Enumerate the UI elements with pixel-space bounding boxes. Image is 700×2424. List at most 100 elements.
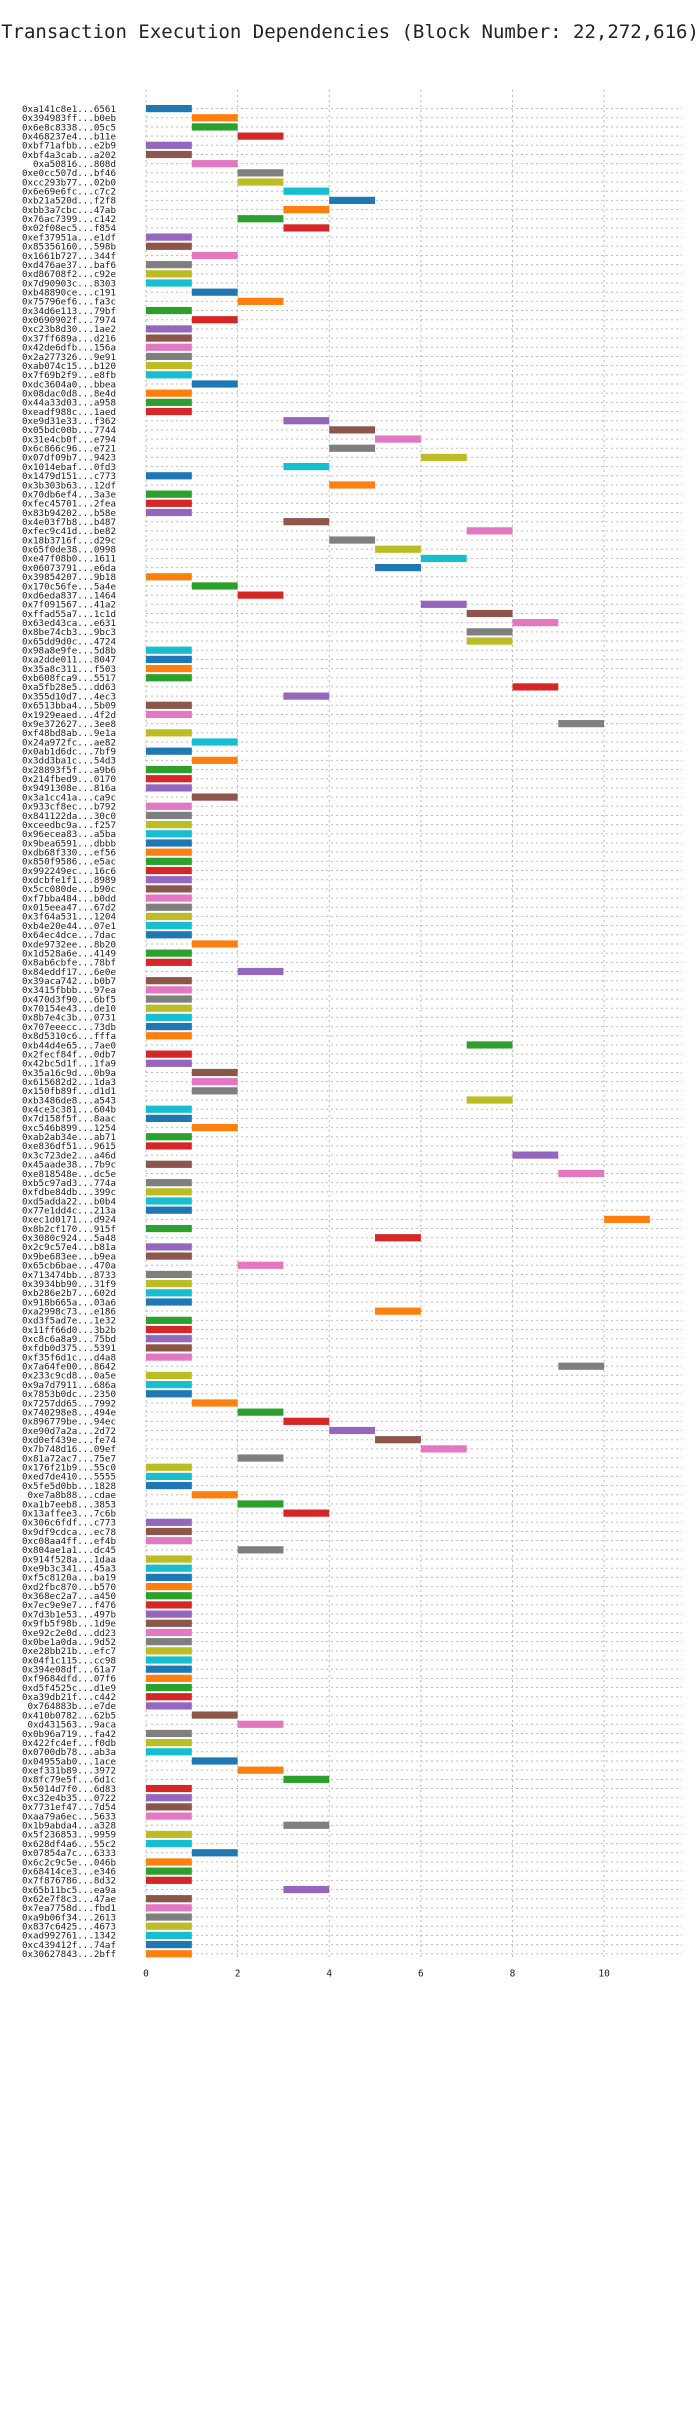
y-tick-label: 0x1661b727...344f <box>22 251 116 262</box>
bar <box>420 453 467 462</box>
bar <box>420 1445 467 1453</box>
y-tick-label: 0x933cf8ec...b792 <box>22 802 116 813</box>
bar <box>146 1794 192 1802</box>
bar <box>237 169 284 177</box>
y-tick-label: 0x37ff689a...d216 <box>22 333 116 344</box>
y-tick-label: 0x98a8e9fe...5d8b <box>22 646 116 657</box>
bar <box>283 417 330 425</box>
bar <box>558 1169 605 1178</box>
bar <box>146 876 192 884</box>
y-tick-label: 0x6e69e6fc...c7c2 <box>22 187 116 198</box>
y-tick-label: 0x5f236853...9959 <box>22 1830 116 1841</box>
y-tick-label: 0x3080c924...5a48 <box>22 1233 116 1244</box>
bar <box>146 1105 192 1113</box>
y-tick-label: 0xc8c6a8a9...75bd <box>22 1334 116 1345</box>
bar <box>237 297 284 305</box>
bar <box>237 1546 284 1554</box>
bar <box>146 894 192 902</box>
bar <box>283 1821 330 1829</box>
bar <box>283 1775 330 1783</box>
y-tick-label: 0x0ab1d6dc...7bf9 <box>22 746 116 757</box>
y-tick-label: 0xa2dde011...8047 <box>22 655 116 666</box>
bar <box>146 710 192 719</box>
y-tick-label: 0x841122da...30c0 <box>22 811 116 822</box>
y-tick-label: 0x65f0de38...0998 <box>22 545 116 556</box>
bar <box>191 1399 238 1407</box>
bar <box>146 1573 192 1581</box>
y-tick-label: 0x470d3f90...6bf5 <box>22 994 116 1005</box>
bar <box>191 1087 238 1095</box>
bar <box>146 472 192 480</box>
y-tick-label: 0x5fe5d0bb...1828 <box>22 1481 116 1492</box>
y-tick-label: 0x30627843...2bff <box>22 1949 116 1960</box>
y-tick-label: 0xc23b8d30...1ae2 <box>22 324 116 335</box>
bar <box>146 674 192 682</box>
bar <box>146 1592 192 1600</box>
bar <box>191 582 238 590</box>
bar <box>146 1748 192 1756</box>
bar <box>375 1436 421 1444</box>
y-tick-label: 0x3a1cc41a...ca9c <box>22 792 116 803</box>
y-tick-label: 0x62e7f8c3...47ae <box>22 1894 116 1905</box>
bar <box>146 1922 192 1930</box>
y-tick-label: 0xd476ae37...baf6 <box>22 260 116 271</box>
y-tick-label: 0xe47f08b0...1611 <box>22 554 116 565</box>
bar <box>146 1619 192 1627</box>
y-tick-label: 0x6513bba4...5b09 <box>22 701 116 712</box>
bar <box>237 1766 284 1774</box>
y-tick-label: 0xf5c8120a...ba19 <box>22 1573 116 1584</box>
y-tick-label: 0x7d3b1e53...497b <box>22 1609 116 1620</box>
y-tick-label: 0xa1b7eeb8...3853 <box>22 1499 116 1510</box>
bar <box>146 1840 192 1848</box>
bar <box>329 444 376 452</box>
y-tick-label: 0xaa79a6ec...5633 <box>22 1811 116 1822</box>
bar <box>146 1463 192 1471</box>
y-tick-label: 0xd3f5ad7e...1e32 <box>22 1316 116 1327</box>
y-tick-label: 0xb48890ce...c191 <box>22 287 116 298</box>
x-tick-label: 10 <box>598 1968 610 1979</box>
y-tick-label: 0x3dd3ba1c...54d3 <box>22 756 116 767</box>
y-tick-label: 0xcc293b77...02b0 <box>22 177 116 188</box>
y-tick-label: 0x7f091567...41a2 <box>22 600 116 611</box>
y-tick-label: 0xc439412f...74af <box>22 1940 116 1951</box>
y-tick-label: 0x7d90903c...8303 <box>22 278 116 289</box>
y-tick-label: 0x7f69b2f9...e8fb <box>22 370 116 381</box>
y-tick-label: 0x39854207...9b18 <box>22 572 116 583</box>
y-tick-label: 0x96ecea83...a5ba <box>22 829 116 840</box>
y-tick-label: 0xe90d7a2a...2d72 <box>22 1426 116 1437</box>
bar <box>146 334 192 342</box>
bar <box>237 967 284 976</box>
y-tick-label: 0xd6eda837...1464 <box>22 590 117 601</box>
bar <box>146 1325 192 1334</box>
bar <box>329 1426 376 1435</box>
bar <box>146 1371 192 1380</box>
y-tick-label: 0xeadf988c...1aed <box>22 407 116 418</box>
bar <box>375 1307 421 1315</box>
bar <box>329 536 376 544</box>
x-tick-label: 2 <box>235 1968 241 1979</box>
bar <box>146 1472 192 1481</box>
y-tick-label: 0xe818548e...dc5e <box>22 1169 116 1180</box>
y-tick-label: 0x3934bb90...31f9 <box>22 1279 116 1290</box>
bar <box>191 793 238 801</box>
bar <box>283 205 330 214</box>
y-tick-label: 0x7b748d16...09ef <box>22 1444 116 1455</box>
bar <box>146 398 192 406</box>
y-tick-label: 0x170c56fe...5a4e <box>22 581 116 592</box>
y-tick-label: 0xb3486de8...a543 <box>22 1095 116 1106</box>
bar <box>146 499 192 507</box>
bar <box>237 1261 284 1269</box>
bar <box>146 1537 192 1545</box>
bar <box>146 1224 192 1233</box>
y-tick-label: 0xf35f6d1c...d4a8 <box>22 1352 116 1363</box>
bar <box>146 912 192 921</box>
y-tick-label: 0x713474bb...8733 <box>22 1270 116 1281</box>
y-tick-label: 0x0b96a719...fa42 <box>22 1729 116 1740</box>
bar <box>146 729 192 737</box>
y-tick-label: 0x42bc5d1f...1fa9 <box>22 1059 116 1070</box>
y-tick-label: 0x04955ab0...1ace <box>22 1756 116 1767</box>
bar <box>146 1243 192 1251</box>
bar <box>146 1298 192 1306</box>
y-tick-label: 0x015eea47...67d2 <box>22 903 116 914</box>
y-tick-label: 0x13affee3...7c6b <box>22 1508 116 1519</box>
